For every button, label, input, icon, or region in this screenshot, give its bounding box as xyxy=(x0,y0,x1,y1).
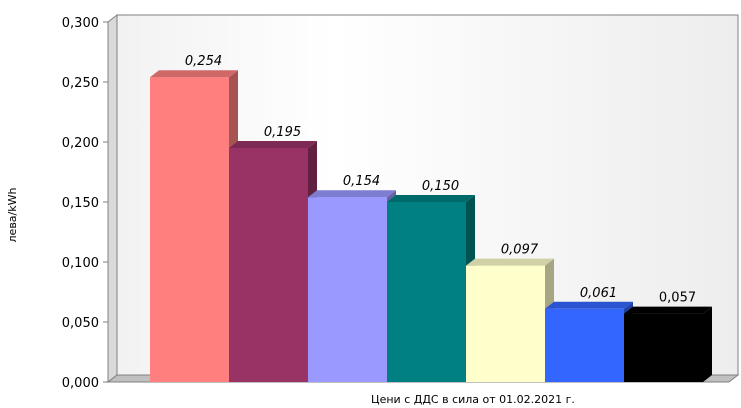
bar-value-label: 0,154 xyxy=(343,174,380,189)
bar-value-label: 0,254 xyxy=(185,54,222,69)
side-wall xyxy=(107,13,118,384)
y-tick-label: 0,250 xyxy=(62,76,99,91)
bar-value-label: 0,061 xyxy=(580,286,617,301)
bar xyxy=(545,301,633,382)
bar-front xyxy=(150,77,229,382)
y-tick-label: 0,300 xyxy=(62,16,99,31)
bar-top xyxy=(466,258,554,266)
bar-value-label: 0,150 xyxy=(422,179,459,194)
bar-top xyxy=(545,301,633,309)
bar-top xyxy=(308,190,396,198)
bar xyxy=(229,141,317,382)
bar-value-label: 0,097 xyxy=(501,243,539,258)
bar-front xyxy=(624,313,703,382)
bar xyxy=(466,258,554,382)
bar-front xyxy=(387,202,466,382)
y-tick-label: 0,200 xyxy=(62,136,99,151)
y-axis: 0,000 0,050 0,100 0,150 0,200 0,250 0,300 xyxy=(62,16,109,391)
bar xyxy=(308,190,396,382)
y-axis-title: лева/kWh xyxy=(6,188,19,243)
data-labels: 0,254 0,195 0,154 0,150 0,097 0,061 0,057 xyxy=(185,54,696,305)
y-tick-label: 0,100 xyxy=(62,256,99,271)
y-tick-label: 0,000 xyxy=(62,376,99,391)
y-tick-label: 0,050 xyxy=(62,316,99,331)
bar-top xyxy=(229,141,317,148)
bar-top xyxy=(387,195,475,202)
bar xyxy=(150,70,238,382)
bar-top xyxy=(150,70,238,78)
bar-front xyxy=(229,148,308,382)
bar xyxy=(387,195,475,382)
bar-series xyxy=(150,70,712,382)
bar-value-label: 0,057 xyxy=(659,291,696,306)
bar-front xyxy=(466,265,545,382)
bar xyxy=(624,306,712,382)
bar-side xyxy=(703,306,712,382)
bar-front xyxy=(545,308,624,382)
bar-top xyxy=(624,306,712,314)
y-tick-label: 0,150 xyxy=(62,196,99,211)
bar-value-label: 0,195 xyxy=(264,125,301,140)
bar-front xyxy=(308,197,387,382)
x-axis-title: Цени с ДДС в сила от 01.02.2021 г. xyxy=(371,393,575,406)
